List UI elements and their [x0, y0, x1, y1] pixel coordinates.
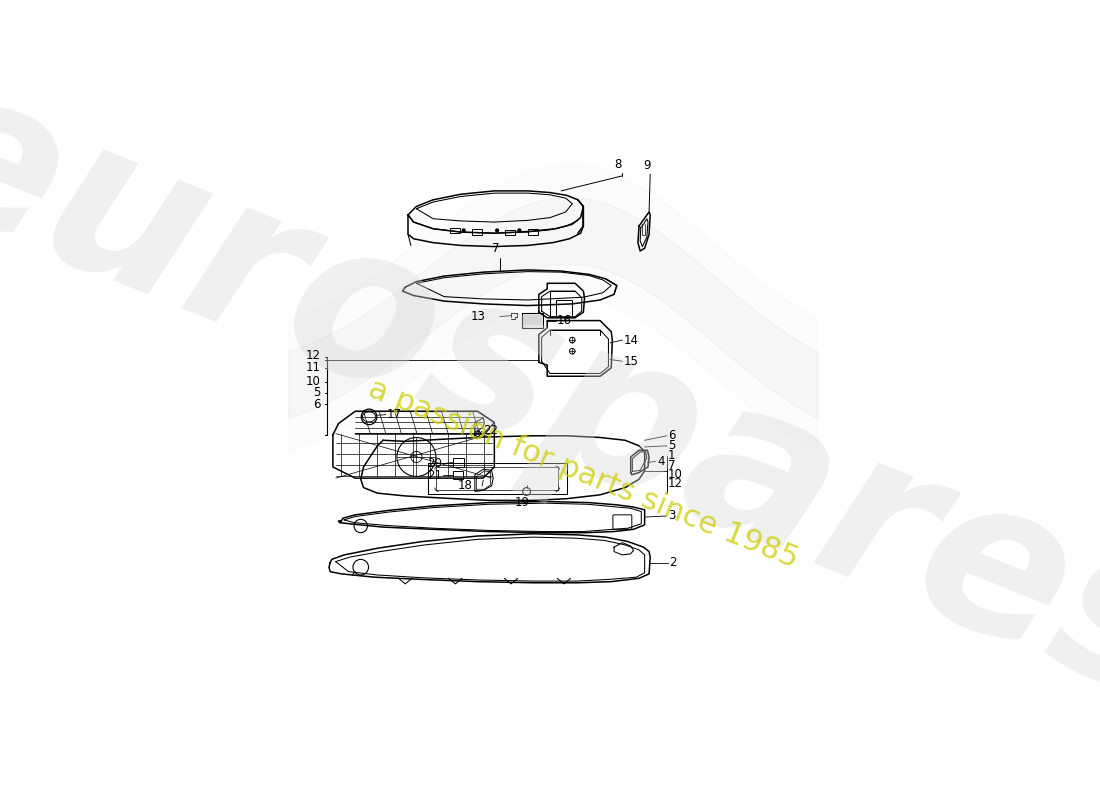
Text: 12: 12 — [306, 349, 321, 362]
Text: 6: 6 — [668, 430, 675, 442]
Text: 5: 5 — [668, 439, 675, 452]
FancyBboxPatch shape — [450, 228, 460, 233]
Text: 17: 17 — [387, 408, 402, 421]
FancyBboxPatch shape — [452, 458, 464, 467]
Circle shape — [518, 229, 520, 232]
Text: 21: 21 — [427, 469, 442, 482]
FancyBboxPatch shape — [528, 230, 538, 235]
Text: 3: 3 — [668, 510, 675, 522]
Text: a passion for parts since 1985: a passion for parts since 1985 — [364, 374, 803, 574]
Text: 9: 9 — [644, 159, 650, 172]
Text: 13: 13 — [471, 310, 486, 323]
Text: 2: 2 — [669, 556, 676, 570]
Text: 22: 22 — [483, 424, 498, 437]
FancyBboxPatch shape — [506, 230, 516, 235]
Text: 16: 16 — [557, 314, 572, 327]
Text: 1: 1 — [668, 450, 675, 462]
Text: 7: 7 — [668, 459, 675, 472]
Text: 10: 10 — [668, 468, 683, 482]
FancyBboxPatch shape — [472, 230, 482, 235]
Text: 11: 11 — [306, 362, 321, 374]
FancyBboxPatch shape — [613, 515, 631, 530]
Text: 5: 5 — [314, 386, 321, 399]
Text: 20: 20 — [427, 457, 442, 470]
Text: 10: 10 — [306, 375, 321, 388]
Text: 15: 15 — [624, 354, 638, 368]
FancyBboxPatch shape — [453, 471, 463, 479]
Text: 14: 14 — [624, 334, 638, 346]
Text: 19: 19 — [515, 496, 530, 509]
Text: 7: 7 — [492, 242, 499, 255]
Text: eurospares: eurospares — [0, 44, 1100, 747]
Circle shape — [462, 229, 465, 232]
FancyBboxPatch shape — [522, 314, 543, 328]
Circle shape — [496, 229, 498, 232]
Text: 18: 18 — [458, 479, 472, 493]
Text: 12: 12 — [668, 477, 683, 490]
Text: 4: 4 — [657, 455, 664, 468]
Text: 8: 8 — [614, 158, 622, 171]
Text: 6: 6 — [314, 398, 321, 410]
